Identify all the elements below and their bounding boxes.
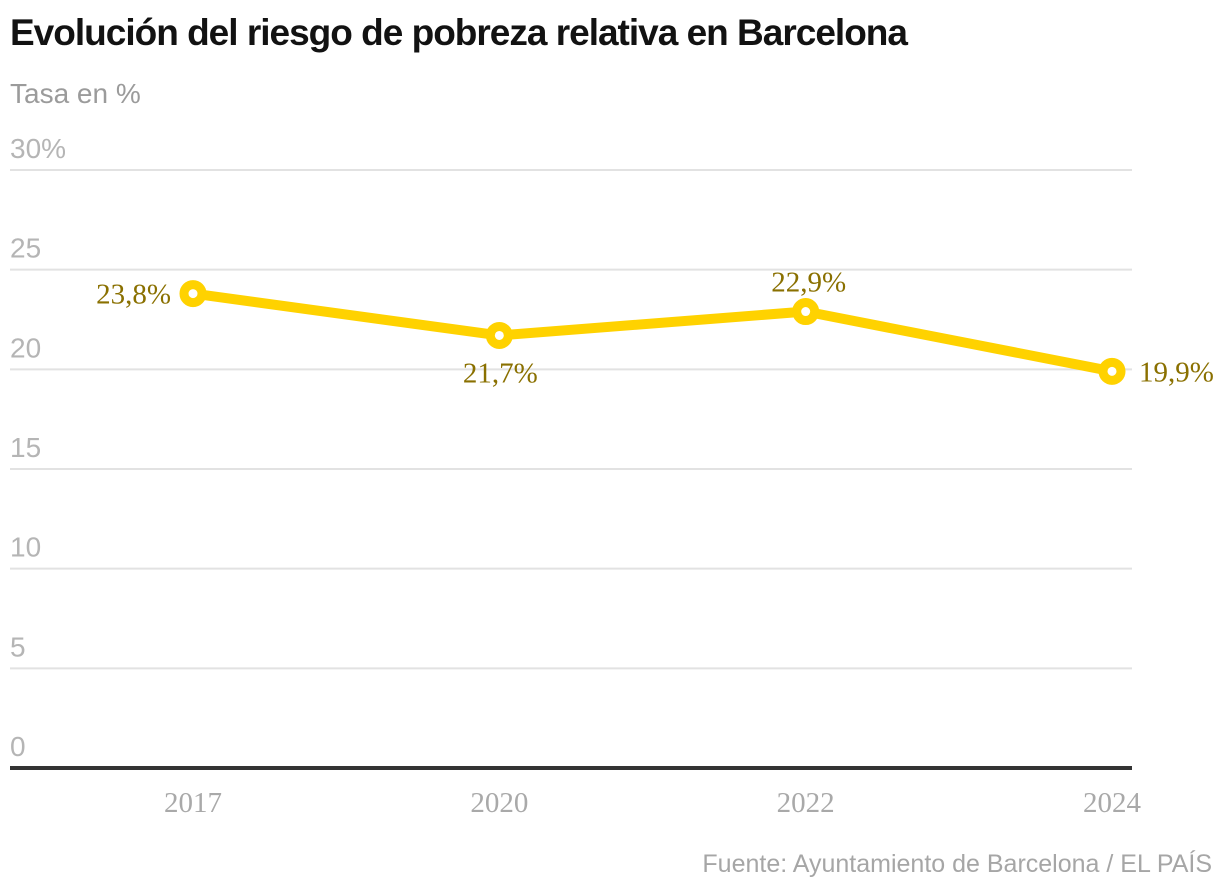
data-point-label: 21,7%: [463, 357, 538, 389]
source-attribution: Fuente: Ayuntamiento de Barcelona / EL P…: [702, 850, 1212, 878]
y-tick-label: 20: [10, 332, 41, 363]
data-point-label: 19,9%: [1139, 356, 1214, 388]
y-tick-label: 25: [10, 233, 41, 264]
y-tick-label: 5: [10, 631, 26, 662]
x-tick-label: 2024: [1083, 787, 1142, 819]
chart-title: Evolución del riesgo de pobreza relativa…: [10, 12, 908, 53]
x-tick-label: 2022: [777, 787, 835, 819]
data-point: [485, 321, 513, 349]
data-point-label: 22,9%: [771, 267, 846, 299]
y-tick-label: 10: [10, 532, 41, 563]
data-point: [179, 280, 207, 308]
y-tick-label: 15: [10, 432, 41, 463]
data-point: [792, 298, 820, 326]
x-tick-label: 2017: [164, 787, 222, 819]
y-tick-label: 30%: [10, 133, 66, 164]
data-point-label: 23,8%: [96, 279, 171, 311]
x-tick-label: 2020: [470, 787, 528, 819]
y-tick-label: 0: [10, 731, 26, 762]
chart-subtitle-y-axis-units: Tasa en %: [10, 78, 141, 109]
data-point: [1098, 357, 1126, 385]
series-line: [192, 288, 1113, 377]
